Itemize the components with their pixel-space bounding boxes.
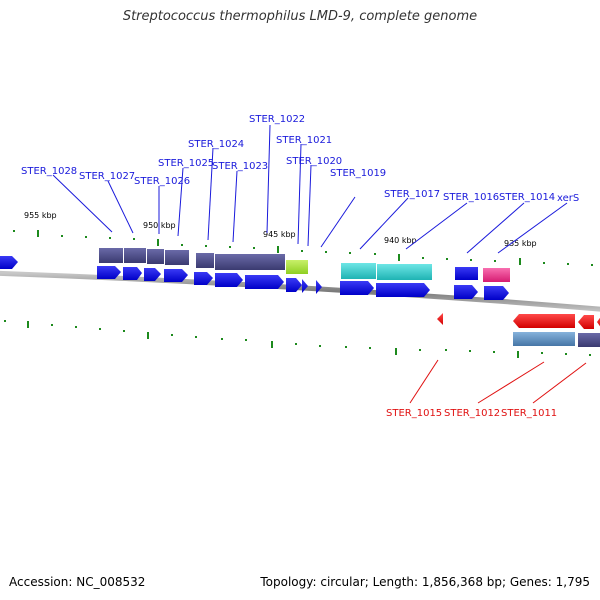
gene-arrow[interactable] <box>597 315 600 329</box>
gene-arrow[interactable] <box>144 268 161 281</box>
cog-box[interactable] <box>341 263 376 279</box>
gene-arrow[interactable] <box>484 286 509 300</box>
genome-backbone <box>0 270 600 312</box>
gene-label[interactable]: STER_1014 <box>499 192 555 203</box>
gene-arrow[interactable] <box>194 272 213 285</box>
cog-box[interactable] <box>455 267 478 280</box>
forward-label-leaders <box>52 124 568 254</box>
scale-label: 955 kbp <box>24 211 57 220</box>
reverse-gene-labels: STER_1015 STER_1012 STER_1011 <box>386 408 557 419</box>
gene-label[interactable]: STER_1027 <box>79 171 135 182</box>
forward-gene-track <box>0 256 509 300</box>
gene-label[interactable]: STER_1025 <box>158 158 214 169</box>
cog-box[interactable] <box>215 254 285 270</box>
gene-label[interactable]: STER_1015 <box>386 408 442 419</box>
gene-label[interactable]: STER_1012 <box>444 408 500 419</box>
cog-category-track-upper <box>99 248 510 282</box>
gene-arrow[interactable] <box>164 269 188 282</box>
cog-box[interactable] <box>99 248 123 263</box>
gene-arrow[interactable] <box>97 266 121 279</box>
gene-arrow[interactable] <box>578 315 594 329</box>
scale-label: 940 kbp <box>384 236 417 245</box>
gene-arrow[interactable] <box>437 313 443 325</box>
gene-label[interactable]: STER_1019 <box>330 168 386 179</box>
gene-label[interactable]: STER_1020 <box>286 156 342 167</box>
cog-box[interactable] <box>147 249 164 264</box>
reverse-gene-track <box>437 313 600 329</box>
gene-arrow[interactable] <box>0 256 18 269</box>
gene-label[interactable]: STER_1024 <box>188 139 244 150</box>
reverse-label-leaders <box>409 359 587 404</box>
cog-box[interactable] <box>124 248 146 263</box>
cog-box[interactable] <box>196 253 214 268</box>
forward-gene-labels: STER_1028 STER_1027 STER_1026 STER_1025 … <box>21 114 579 204</box>
gene-label[interactable]: xerS <box>557 193 579 204</box>
gene-arrow[interactable] <box>123 267 142 280</box>
gene-arrow[interactable] <box>215 273 243 287</box>
cog-box[interactable] <box>483 268 510 282</box>
gene-arrow[interactable] <box>286 278 302 292</box>
upper-tick-row <box>13 230 593 266</box>
gene-arrow[interactable] <box>376 283 430 297</box>
gene-label[interactable]: STER_1028 <box>21 166 77 177</box>
gene-arrow[interactable] <box>513 314 575 328</box>
gene-label[interactable]: STER_1026 <box>134 176 190 187</box>
gene-label[interactable]: STER_1022 <box>249 114 305 125</box>
map-title: Streptococcus thermophilus LMD-9, comple… <box>122 9 478 24</box>
cog-box[interactable] <box>165 250 189 265</box>
gene-label[interactable]: STER_1011 <box>501 408 557 419</box>
gene-arrow[interactable] <box>454 285 478 299</box>
gene-label[interactable]: STER_1016 <box>443 192 499 203</box>
gene-arrow[interactable] <box>245 275 284 289</box>
cog-box[interactable] <box>286 260 308 274</box>
genome-summary: Topology: circular; Length: 1,856,368 bp… <box>260 575 590 589</box>
gene-arrow[interactable] <box>302 279 308 293</box>
accession-label: Accession: NC_008532 <box>9 575 146 589</box>
lower-tick-row <box>4 320 591 358</box>
gene-label[interactable]: STER_1021 <box>276 135 332 146</box>
cog-box[interactable] <box>377 264 432 280</box>
gene-arrow[interactable] <box>340 281 374 295</box>
gene-arrow[interactable] <box>316 280 322 294</box>
gene-label[interactable]: STER_1017 <box>384 189 440 200</box>
cog-box[interactable] <box>578 333 600 347</box>
cog-box[interactable] <box>513 332 575 346</box>
gene-label[interactable]: STER_1023 <box>212 161 268 172</box>
scale-label: 935 kbp <box>504 239 537 248</box>
scale-label: 945 kbp <box>263 230 296 239</box>
cog-category-track-lower <box>513 332 600 347</box>
